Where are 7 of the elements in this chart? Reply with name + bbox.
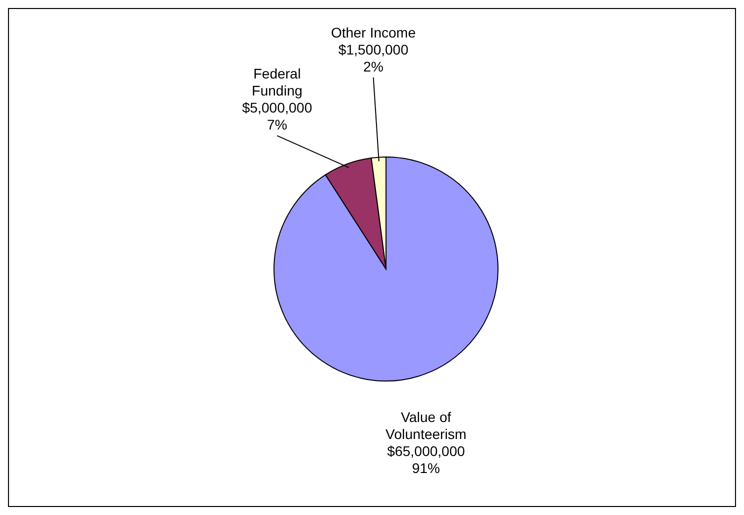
slice-label: Other Income xyxy=(330,24,416,40)
data-label: $5,000,000 7% xyxy=(242,100,312,133)
data-label: $65,000,000 91% xyxy=(387,443,466,476)
pie-slice xyxy=(274,156,498,382)
slice-label: Value of Volunteerism xyxy=(386,409,466,442)
slice-label: Federal Funding xyxy=(252,66,302,99)
data-label: $1,500,000 2% xyxy=(338,41,409,74)
